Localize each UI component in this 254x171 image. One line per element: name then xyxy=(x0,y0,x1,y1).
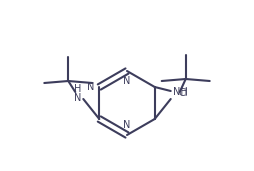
Text: N: N xyxy=(123,120,131,130)
Text: N: N xyxy=(87,82,94,92)
Text: H: H xyxy=(74,84,81,94)
Text: N: N xyxy=(74,93,81,103)
Text: NH: NH xyxy=(173,87,187,97)
Text: N: N xyxy=(123,76,131,86)
Text: Cl: Cl xyxy=(179,88,188,98)
